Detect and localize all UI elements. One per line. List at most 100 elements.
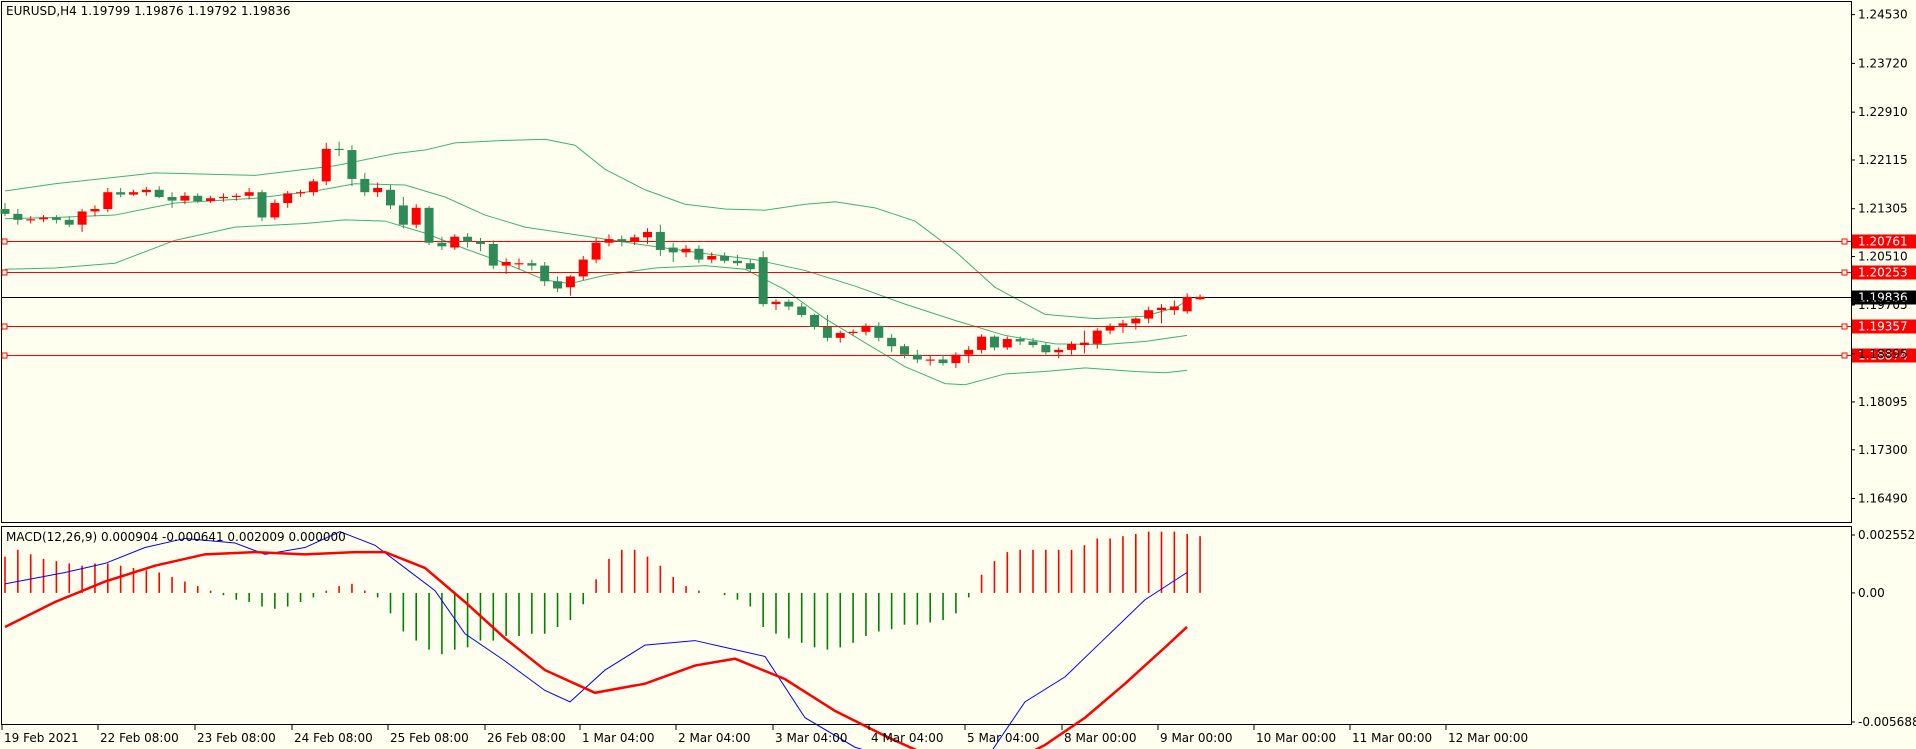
candle-body <box>206 198 216 202</box>
candle-body <box>103 192 113 210</box>
candle-body <box>1092 330 1102 344</box>
time-tick-label: 10 Mar 00:00 <box>1256 731 1336 745</box>
level-label-box <box>1852 290 1916 305</box>
candle-body <box>1015 339 1025 342</box>
price-tick-label: 1.22115 <box>1858 153 1908 167</box>
candle-body <box>835 333 845 338</box>
chart-header: EURUSD,H4 1.19799 1.19876 1.19792 1.1983… <box>6 4 291 18</box>
time-tick-label: 4 Mar 04:00 <box>871 731 944 745</box>
macd-header: MACD(12,26,9) 0.000904 -0.000641 0.00200… <box>6 530 346 544</box>
candle-body <box>283 193 293 204</box>
macd-line <box>4 531 1188 749</box>
candle-body <box>989 336 999 348</box>
candle-body <box>758 257 768 305</box>
price-tick-label: 1.23720 <box>1858 56 1908 70</box>
time-tick-label: 25 Feb 08:00 <box>390 731 469 745</box>
level-handle-right[interactable] <box>1841 323 1848 330</box>
level-handle-left[interactable] <box>1 323 8 330</box>
candle-body <box>386 189 395 206</box>
candle-body <box>784 301 794 307</box>
time-tick-label: 26 Feb 08:00 <box>487 731 566 745</box>
candle-body <box>771 301 781 305</box>
candle-body <box>912 354 922 360</box>
time-tick-label: 12 Mar 00:00 <box>1448 731 1528 745</box>
time-tick-label: 23 Feb 08:00 <box>197 731 276 745</box>
candle-body <box>681 248 691 253</box>
candle-body <box>141 189 151 193</box>
level-label: 1.20253 <box>1858 266 1908 280</box>
price-tick-label: 1.24530 <box>1858 8 1908 22</box>
candle-body <box>1002 339 1012 348</box>
candle-body <box>193 195 203 202</box>
macd-tick-label: 0.002552 <box>1858 528 1915 542</box>
time-tick-label: 11 Mar 00:00 <box>1352 731 1432 745</box>
candle-body <box>411 207 421 225</box>
level-handle-left[interactable] <box>1 269 8 276</box>
candle-body <box>154 189 164 197</box>
level-handle-right[interactable] <box>1841 238 1848 245</box>
candle-body <box>1105 325 1115 331</box>
price-tick-label: 1.18895 <box>1858 347 1908 361</box>
candle-body <box>630 237 640 242</box>
candle-body <box>51 217 61 220</box>
candle-body <box>1054 349 1064 353</box>
candle-body <box>527 263 537 266</box>
candle-body <box>707 255 717 260</box>
candle-body <box>732 260 742 264</box>
candle-body <box>514 263 524 265</box>
level-handle-left[interactable] <box>1 352 8 359</box>
candle-body <box>398 205 408 225</box>
candle-body <box>887 337 897 347</box>
candle-body <box>296 192 306 194</box>
candle-body <box>1131 318 1141 324</box>
bollinger-lower <box>4 219 1188 386</box>
level-handle-left[interactable] <box>1 238 8 245</box>
candle-body <box>488 243 498 266</box>
level-handle-right[interactable] <box>1841 269 1848 276</box>
time-tick-label: 2 Mar 04:00 <box>678 731 751 745</box>
macd-lines <box>4 531 1188 749</box>
time-tick-label: 3 Mar 04:00 <box>775 731 848 745</box>
candle-body <box>655 231 665 250</box>
candle-body <box>1118 323 1128 326</box>
horizontal-levels: 1.20761 1.20253 1.19836 1.19357 1.18874 <box>1 234 1916 363</box>
candle-body <box>64 219 74 225</box>
candle-body <box>13 213 23 220</box>
signal-line <box>4 550 1188 749</box>
candle-body <box>231 195 241 197</box>
candle-body <box>617 239 627 242</box>
candle-body <box>218 197 228 199</box>
candle-body <box>1195 296 1205 300</box>
candle-body <box>26 219 36 221</box>
level-label-box <box>1852 234 1916 249</box>
macd-axis: 0.002552 0.00 -0.005688 <box>1851 528 1916 729</box>
level-handle-right[interactable] <box>1841 352 1848 359</box>
candle-body <box>1169 306 1179 311</box>
candle-body <box>1079 342 1089 346</box>
candle-body <box>437 242 447 247</box>
level-label: 1.19357 <box>1858 320 1908 334</box>
level-label: 1.19836 <box>1858 291 1908 305</box>
candle-body <box>167 197 177 201</box>
candle-body <box>848 331 858 334</box>
level-label: 1.20761 <box>1858 235 1908 249</box>
macd-panel[interactable] <box>1 526 1852 725</box>
candle-body <box>553 281 563 289</box>
candle-body <box>1028 341 1038 346</box>
candle-body <box>951 354 961 364</box>
candle-body <box>745 263 755 270</box>
price-tick-label: 1.17300 <box>1858 443 1908 457</box>
time-axis: 19 Feb 2021 22 Feb 08:00 23 Feb 08:00 24 Fe… <box>1 725 1528 745</box>
price-tick-label: 1.16490 <box>1858 492 1908 506</box>
time-tick-label: 19 Feb 2021 <box>4 731 79 745</box>
candle-body <box>116 192 126 195</box>
candle-body <box>1067 343 1077 350</box>
candle-body <box>578 259 588 277</box>
candle-body <box>463 236 473 242</box>
main-chart-panel[interactable] <box>1 1 1852 523</box>
candle-body <box>39 217 49 220</box>
candle-body <box>244 192 254 196</box>
macd-tick-label: 0.00 <box>1858 586 1885 600</box>
time-tick-label: 22 Feb 08:00 <box>100 731 179 745</box>
